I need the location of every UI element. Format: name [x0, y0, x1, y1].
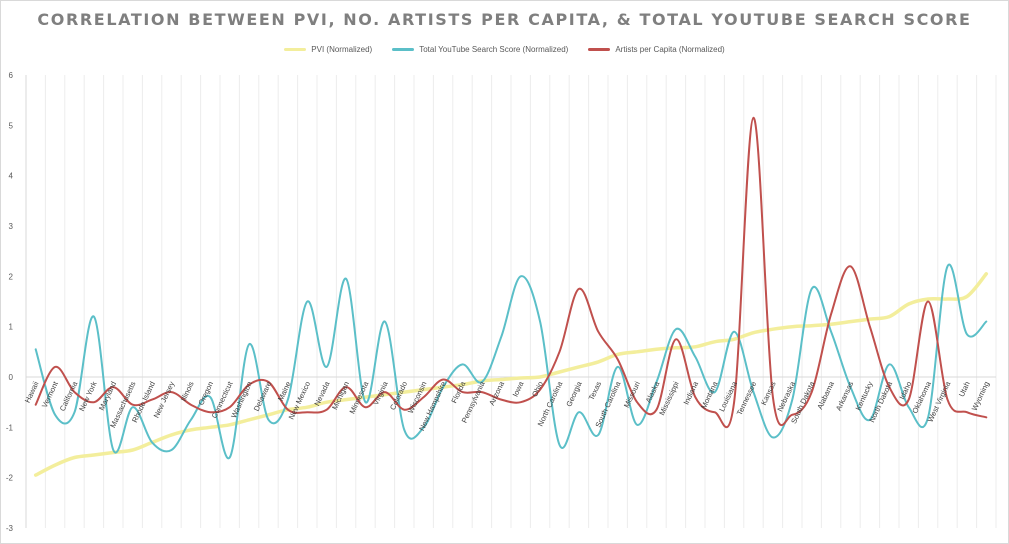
series-line-youtube [34, 263, 988, 460]
x-category-label: Delaware [252, 380, 274, 413]
x-category-label: Kansas [759, 380, 778, 407]
y-tick-label: 0 [9, 373, 14, 382]
series-line-artists [34, 116, 988, 429]
x-category-label: Arizona [487, 379, 506, 407]
y-tick-label: -2 [6, 474, 14, 483]
y-tick-label: 2 [9, 272, 14, 281]
y-tick-label: -1 [6, 423, 14, 432]
y-tick-label: 5 [9, 121, 14, 130]
x-category-label: Georgia [564, 379, 584, 408]
legend-item-artists: Artists per Capita (Normalized) [588, 45, 725, 54]
x-category-label: Alabama [815, 379, 836, 410]
legend-swatch-artists [588, 48, 611, 51]
x-category-label: Kentucky [854, 380, 875, 412]
legend: PVI (Normalized) Total YouTube Search Sc… [0, 45, 1009, 54]
y-tick-label: 6 [9, 71, 14, 80]
x-category-label: Nebraska [775, 379, 797, 413]
legend-label-artists: Artists per Capita (Normalized) [615, 45, 725, 54]
y-tick-label: 1 [9, 323, 14, 332]
x-category-label: Vermont [40, 379, 60, 409]
legend-label-youtube: Total YouTube Search Score (Normalized) [419, 45, 569, 54]
x-category-label: Michigan [330, 380, 351, 411]
x-category-label: Iowa [511, 379, 526, 398]
y-tick-label: 3 [9, 222, 14, 231]
x-category-label: Montana [699, 379, 720, 410]
legend-swatch-youtube [392, 48, 415, 51]
x-category-label: Texas [587, 380, 604, 402]
x-category-label: Arkansas [834, 380, 855, 412]
x-category-label: Utah [957, 380, 972, 398]
legend-item-pvi: PVI (Normalized) [284, 45, 372, 54]
legend-item-youtube: Total YouTube Search Score (Normalized) [392, 45, 568, 54]
legend-swatch-pvi [284, 48, 307, 51]
chart-title: CORRELATION BETWEEN PVI, NO. ARTISTS PER… [37, 10, 972, 29]
x-category-label: Ohio [530, 380, 545, 398]
x-category-label: Louisiana [717, 379, 739, 413]
legend-label-pvi: PVI (Normalized) [311, 45, 373, 54]
x-category-label: Wyoming [970, 380, 991, 412]
y-tick-label: 4 [9, 172, 14, 181]
y-tick-label: -3 [6, 524, 14, 533]
